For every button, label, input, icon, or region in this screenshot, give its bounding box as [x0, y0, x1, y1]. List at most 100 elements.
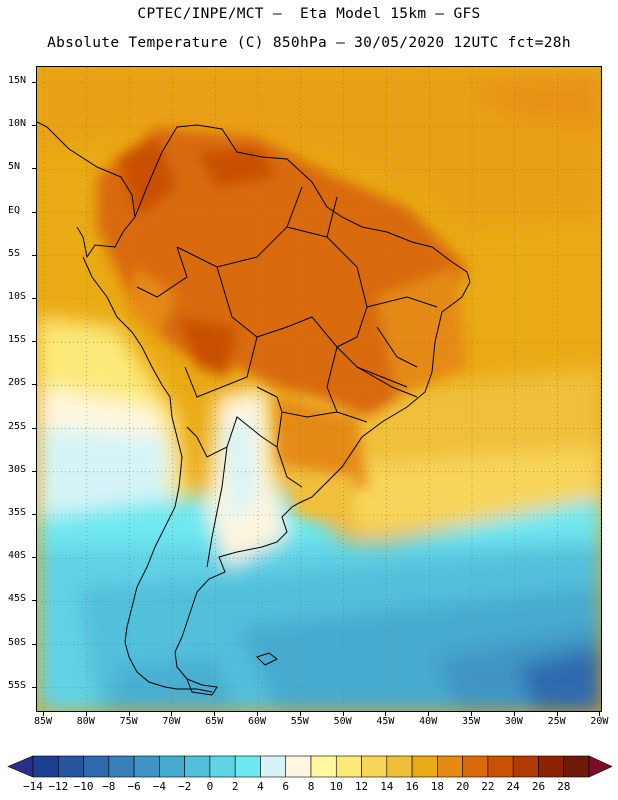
- colorbar-label: −10: [73, 780, 94, 793]
- longitude-tick: [342, 712, 344, 716]
- longitude-tick: [171, 712, 173, 716]
- colorbar-label: 8: [307, 780, 315, 793]
- latitude-tick: [32, 168, 36, 170]
- longitude-label: 45W: [376, 716, 395, 727]
- longitude-label: 40W: [419, 716, 438, 727]
- latitude-tick: [32, 514, 36, 515]
- colorbar-label: 18: [430, 780, 444, 793]
- colorbar-label: 10: [329, 780, 343, 793]
- longitude-tick: [43, 712, 44, 716]
- colorbar-label: −12: [48, 780, 69, 793]
- longitude-tick: [599, 712, 601, 716]
- longitude-label: 20W: [590, 716, 609, 727]
- colorbar-label: 12: [354, 780, 369, 793]
- latitude-label: 50S: [8, 636, 27, 648]
- longitude-label: 70W: [162, 716, 181, 727]
- latitude-label: 40S: [8, 550, 27, 562]
- longitude-label: 60W: [247, 716, 267, 727]
- longitude-label: 65W: [205, 716, 224, 727]
- longitude-tick: [428, 712, 430, 716]
- colorbar-swatch: [57, 755, 84, 778]
- colorbar-swatch: [411, 755, 438, 778]
- latitude-tick: [32, 254, 36, 256]
- longitude-label: 35W: [461, 716, 481, 727]
- latitude-label: 5S: [8, 247, 21, 259]
- colorbar-low-arrow: [7, 755, 34, 778]
- colorbar-label: 16: [405, 780, 419, 793]
- longitude-label: 75W: [119, 716, 138, 727]
- colorbar-swatch: [32, 755, 59, 778]
- latitude-tick: [32, 82, 36, 83]
- colorbar-swatch: [538, 755, 565, 778]
- latitude-label: 25S: [8, 420, 27, 432]
- colorbar-swatch: [184, 755, 211, 778]
- latitude-label: 15S: [8, 334, 27, 346]
- latitude-tick: [32, 600, 36, 602]
- colorbar-swatch: [487, 755, 514, 778]
- longitude-tick: [556, 712, 558, 716]
- latitude-tick: [32, 211, 36, 213]
- colorbar-swatch: [512, 755, 539, 778]
- longitude-tick: [471, 712, 472, 716]
- colorbar-swatch: [209, 755, 236, 778]
- longitude-tick: [214, 712, 216, 716]
- colorbar-swatch: [108, 755, 135, 778]
- longitude-tick: [128, 712, 130, 716]
- colorbar-label: 4: [257, 780, 264, 793]
- colorbar-swatch: [234, 755, 261, 778]
- colorbar-label: −4: [152, 780, 166, 793]
- colorbar-swatch: [159, 755, 185, 778]
- latitude-label: 5N: [8, 161, 21, 173]
- latitude-tick: [32, 686, 36, 688]
- colorbar-swatch: [386, 755, 413, 778]
- colorbar-label: 2: [231, 780, 239, 793]
- colorbar-swatch: [133, 755, 160, 778]
- longitude-label: 80W: [76, 716, 95, 727]
- longitude-label: 25W: [547, 716, 566, 727]
- latitude-label: 15N: [8, 75, 27, 86]
- colorbar-high-arrow: [588, 755, 613, 778]
- colorbar-swatch: [83, 755, 110, 778]
- latitude-tick: [32, 427, 36, 429]
- latitude-tick: [32, 384, 36, 386]
- latitude-label: 20S: [8, 377, 27, 389]
- colorbar-label: −14: [23, 780, 43, 793]
- coastline: [37, 121, 471, 696]
- colorbar-swatch: [335, 755, 362, 778]
- colorbar-label: 24: [506, 780, 520, 793]
- colorbar-label: −6: [127, 780, 141, 793]
- latitude-label: 55S: [8, 679, 27, 691]
- colorbar-label: 20: [456, 780, 470, 793]
- colorbar-label: −2: [178, 780, 192, 793]
- colorbar-swatch: [437, 755, 463, 778]
- longitude-label: 85W: [33, 716, 53, 727]
- colorbar: [7, 755, 613, 778]
- latitude-tick: [32, 298, 36, 299]
- latitude-label: 35S: [8, 507, 27, 518]
- latitude-tick: [32, 557, 36, 559]
- colorbar-swatch: [462, 755, 489, 778]
- colorbar-swatch: [285, 755, 312, 778]
- colorbar-swatch: [361, 755, 388, 778]
- latitude-label: 45S: [8, 593, 27, 605]
- longitude-label: 50W: [333, 716, 352, 727]
- longitude-tick: [85, 712, 87, 716]
- map-title-line1: CPTEC/INPE/MCT – Eta Model 15km – GFS: [137, 6, 481, 22]
- longitude-tick: [385, 712, 387, 716]
- map-title-line2: Absolute Temperature (C) 850hPa – 30/05/…: [47, 35, 571, 51]
- colorbar-label: 6: [282, 780, 290, 793]
- latitude-label: EQ: [8, 204, 21, 216]
- longitude-tick: [513, 712, 515, 716]
- latitude-tick: [32, 341, 36, 343]
- latitude-tick: [32, 470, 36, 472]
- colorbar-label: −8: [102, 780, 116, 793]
- latitude-tick: [32, 643, 36, 645]
- colorbar-label: 14: [380, 780, 394, 793]
- colorbar-swatch: [310, 755, 337, 778]
- longitude-tick: [257, 712, 258, 716]
- longitude-label: 30W: [504, 716, 523, 727]
- colorbar-label: 26: [531, 780, 546, 793]
- colorbar-label: 28: [557, 780, 571, 793]
- colorbar-swatch: [563, 755, 590, 778]
- colorbar-label: 0: [206, 780, 214, 793]
